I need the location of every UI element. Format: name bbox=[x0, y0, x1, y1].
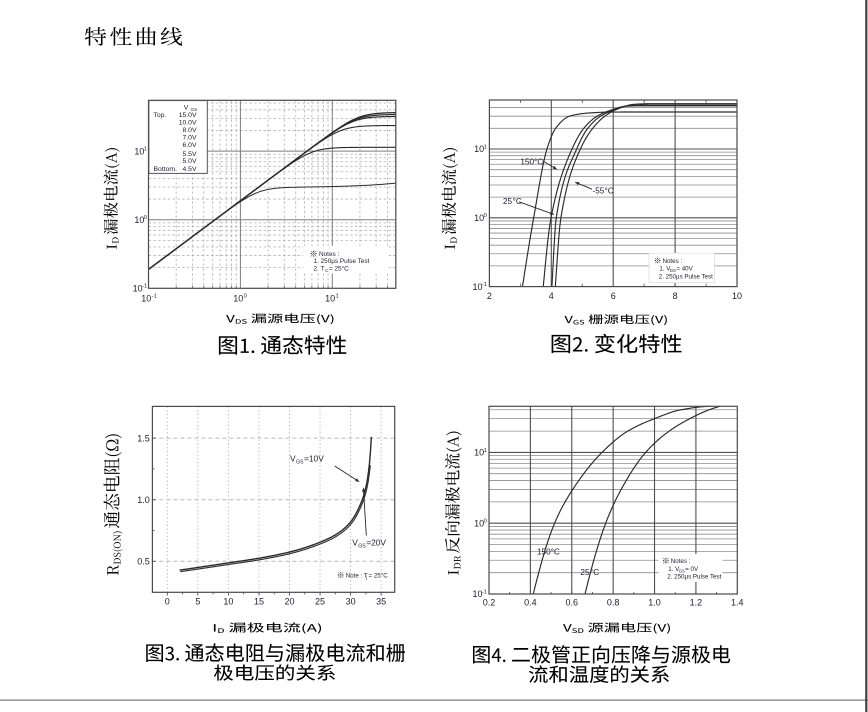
svg-text:1: 1 bbox=[144, 147, 147, 153]
svg-text:4: 4 bbox=[549, 291, 554, 301]
svg-text:1.4: 1.4 bbox=[731, 597, 744, 607]
svg-text:15.0V: 15.0V bbox=[179, 112, 197, 119]
svg-text:0.8: 0.8 bbox=[607, 597, 620, 607]
svg-text:=20V: =20V bbox=[366, 538, 386, 548]
svg-text:GS: GS bbox=[358, 543, 366, 549]
svg-text:2: 2 bbox=[487, 291, 492, 301]
svg-text:25: 25 bbox=[503, 197, 513, 206]
svg-text:Notes :: Notes : bbox=[663, 258, 683, 265]
svg-text:= 40V: = 40V bbox=[676, 266, 693, 273]
svg-text:Notes :: Notes : bbox=[319, 251, 339, 258]
svg-text:10: 10 bbox=[732, 291, 742, 301]
svg-text:0: 0 bbox=[484, 519, 487, 525]
svg-text:0: 0 bbox=[144, 215, 147, 221]
svg-text:= 25°C: = 25°C bbox=[369, 572, 389, 579]
svg-text:= 0V: = 0V bbox=[685, 566, 699, 573]
svg-text:20: 20 bbox=[284, 596, 294, 606]
svg-text:10: 10 bbox=[141, 293, 151, 303]
svg-text:2. 250µs Pulse Test: 2. 250µs Pulse Test bbox=[667, 574, 721, 581]
svg-text:-1: -1 bbox=[482, 282, 487, 288]
svg-text:= 25°C: = 25°C bbox=[329, 265, 349, 273]
svg-text:35: 35 bbox=[376, 596, 386, 606]
svg-text:0: 0 bbox=[244, 294, 247, 300]
svg-text:°C: °C bbox=[513, 197, 522, 206]
svg-text:Note : T: Note : T bbox=[346, 572, 368, 579]
svg-text:°C: °C bbox=[590, 568, 599, 577]
svg-text:1. V: 1. V bbox=[659, 266, 671, 273]
svg-text:°C: °C bbox=[551, 548, 560, 557]
svg-text:DS: DS bbox=[670, 268, 676, 273]
svg-text:10: 10 bbox=[474, 213, 484, 223]
svg-text:10: 10 bbox=[134, 215, 144, 225]
svg-text:0: 0 bbox=[165, 596, 170, 606]
svg-text:GS: GS bbox=[296, 459, 304, 465]
svg-text:10: 10 bbox=[325, 293, 335, 303]
svg-text:10: 10 bbox=[223, 596, 233, 606]
svg-text:-1: -1 bbox=[152, 294, 157, 300]
svg-text:25: 25 bbox=[315, 596, 325, 606]
svg-text:V: V bbox=[352, 538, 358, 548]
svg-text:6.0V: 6.0V bbox=[183, 142, 197, 149]
svg-text:°C: °C bbox=[605, 186, 614, 195]
svg-text:0: 0 bbox=[484, 213, 487, 219]
svg-text:5: 5 bbox=[195, 596, 200, 606]
svg-text:8: 8 bbox=[673, 291, 678, 301]
svg-text:10: 10 bbox=[233, 293, 243, 303]
svg-text:0.6: 0.6 bbox=[566, 597, 579, 607]
svg-text:Notes :: Notes : bbox=[671, 558, 691, 565]
svg-text:1: 1 bbox=[484, 144, 487, 150]
svg-text:150: 150 bbox=[537, 548, 551, 557]
svg-text:GS: GS bbox=[679, 568, 685, 573]
svg-text:10: 10 bbox=[474, 448, 484, 458]
svg-text:25: 25 bbox=[580, 568, 590, 577]
svg-text:°C: °C bbox=[534, 157, 543, 166]
svg-text:6: 6 bbox=[611, 291, 616, 301]
svg-text:1.2: 1.2 bbox=[690, 597, 703, 607]
svg-text:-1: -1 bbox=[482, 589, 487, 595]
svg-text:5.0V: 5.0V bbox=[183, 158, 197, 165]
svg-text:Top.: Top. bbox=[154, 112, 167, 119]
svg-text:1.0: 1.0 bbox=[137, 495, 150, 505]
svg-text:1: 1 bbox=[336, 294, 339, 300]
svg-text:150: 150 bbox=[520, 157, 534, 166]
svg-text:1. V: 1. V bbox=[668, 566, 680, 573]
svg-text:-1: -1 bbox=[142, 284, 147, 290]
svg-text:V: V bbox=[290, 454, 296, 464]
svg-text:10: 10 bbox=[134, 146, 144, 156]
svg-text:1.0: 1.0 bbox=[648, 597, 661, 607]
svg-text:0.2: 0.2 bbox=[483, 597, 496, 607]
svg-text:8.0V: 8.0V bbox=[183, 127, 197, 134]
svg-text:10: 10 bbox=[474, 518, 484, 528]
svg-text:2. T: 2. T bbox=[314, 266, 325, 273]
svg-text:0.4: 0.4 bbox=[524, 597, 537, 607]
svg-text:7.0V: 7.0V bbox=[183, 134, 197, 141]
svg-text:1. 250µs Pulse Test: 1. 250µs Pulse Test bbox=[314, 258, 370, 265]
svg-text:10.0V: 10.0V bbox=[179, 120, 197, 127]
svg-text:C: C bbox=[325, 268, 329, 273]
svg-text:4.5V: 4.5V bbox=[183, 166, 197, 173]
svg-text:-55: -55 bbox=[593, 186, 605, 195]
svg-text:10: 10 bbox=[472, 589, 482, 599]
svg-text:j: j bbox=[365, 575, 367, 580]
svg-text:1.5: 1.5 bbox=[137, 433, 150, 443]
svg-text:0.5: 0.5 bbox=[137, 557, 150, 567]
svg-text:1: 1 bbox=[484, 448, 487, 454]
svg-text:30: 30 bbox=[346, 596, 356, 606]
svg-text:GS: GS bbox=[191, 107, 198, 112]
svg-text:=10V: =10V bbox=[304, 454, 324, 464]
svg-text:5.5V: 5.5V bbox=[183, 151, 197, 158]
svg-text:Bottom.: Bottom. bbox=[154, 166, 178, 173]
svg-text:10: 10 bbox=[472, 282, 482, 292]
svg-text:15: 15 bbox=[254, 596, 264, 606]
svg-text:10: 10 bbox=[133, 284, 143, 294]
svg-text:10: 10 bbox=[474, 144, 484, 154]
svg-text:2. 250µs Pulse Test: 2. 250µs Pulse Test bbox=[659, 274, 713, 281]
svg-text:V: V bbox=[184, 104, 189, 111]
